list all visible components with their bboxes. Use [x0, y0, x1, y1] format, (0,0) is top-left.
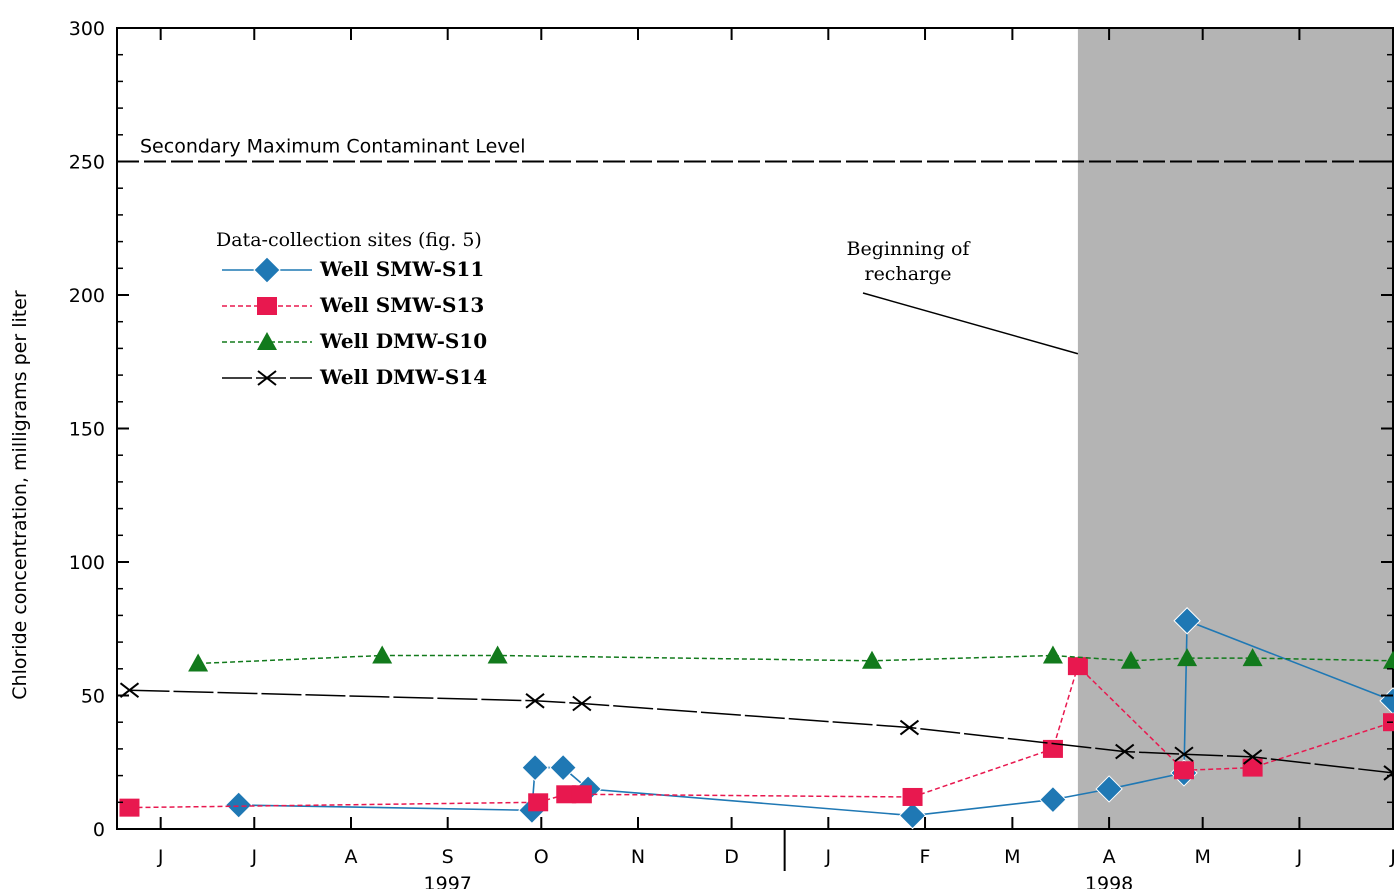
series-3 — [119, 682, 1394, 781]
year-label: 1998 — [1085, 873, 1133, 889]
legend-entry: Well DMW-S10 — [319, 329, 487, 353]
legend-marker — [257, 332, 277, 350]
legend-entry: Well SMW-S11 — [319, 257, 484, 281]
y-tick-label: 100 — [69, 552, 105, 574]
x-tick-label: J — [1296, 846, 1303, 868]
data-point — [1067, 657, 1088, 676]
y-tick-label: 150 — [69, 419, 105, 441]
y-tick-label: 300 — [69, 18, 105, 40]
x-tick-label: M — [1004, 846, 1020, 868]
y-tick-label: 50 — [81, 686, 105, 708]
legend-marker — [257, 370, 277, 386]
data-point — [1095, 775, 1123, 803]
data-point — [1383, 765, 1394, 781]
data-point — [549, 753, 577, 782]
data-point — [525, 693, 545, 709]
x-tick-label: J — [157, 846, 164, 868]
data-point — [1120, 650, 1141, 669]
series-line — [129, 664, 1394, 809]
y-tick-label: 200 — [69, 285, 105, 307]
series-line — [198, 654, 1394, 665]
data-point — [1174, 746, 1194, 763]
x-tick-label: J — [250, 846, 257, 868]
data-point — [1042, 645, 1063, 664]
data-point — [898, 801, 927, 830]
series-line — [129, 689, 1394, 774]
annotation-text: Beginning of — [847, 238, 972, 260]
data-point — [188, 653, 209, 672]
data-point — [572, 695, 592, 712]
data-point — [1242, 648, 1263, 667]
data-point — [1173, 761, 1194, 780]
y-tick-label: 0 — [93, 819, 105, 841]
x-tick-label: A — [1103, 846, 1116, 868]
data-point — [1173, 607, 1201, 635]
data-point — [1115, 743, 1135, 760]
data-point — [1039, 785, 1067, 814]
data-point — [521, 753, 549, 782]
data-point — [224, 791, 253, 819]
recharge-period-shading — [1077, 28, 1393, 829]
legend-title: Data-collection sites (fig. 5) — [216, 229, 482, 251]
x-tick-label: S — [442, 846, 454, 868]
y-axis-label: Chloride concentration, milligrams per l… — [9, 290, 31, 700]
data-point — [1242, 758, 1263, 777]
x-tick-label: A — [344, 846, 357, 868]
x-tick-label: F — [920, 846, 931, 868]
x-tick-label: M — [1194, 846, 1210, 868]
data-point — [556, 785, 577, 804]
data-point — [372, 645, 393, 664]
data-point — [1242, 749, 1263, 765]
legend-marker — [253, 256, 281, 284]
data-point — [1383, 650, 1394, 669]
data-point — [902, 787, 923, 806]
data-point — [571, 785, 592, 804]
data-point — [1177, 648, 1198, 667]
x-tick-label: J — [825, 846, 832, 868]
x-tick-label: D — [724, 846, 739, 868]
legend-entry: Well SMW-S13 — [319, 293, 484, 317]
year-label: 1997 — [424, 873, 472, 889]
reference-line-label: Secondary Maximum Contaminant Level — [140, 136, 526, 158]
data-point — [119, 798, 140, 817]
x-tick-label: O — [534, 846, 549, 868]
x-tick-label: N — [631, 846, 645, 868]
annotation-text: recharge — [864, 263, 951, 285]
annotation-leader — [862, 292, 1079, 355]
y-tick-label: 250 — [69, 152, 105, 174]
legend-marker — [257, 297, 277, 315]
data-point — [528, 793, 549, 812]
data-point — [899, 719, 920, 736]
legend-entry: Well DMW-S14 — [319, 365, 487, 389]
x-tick-label: J — [1389, 846, 1394, 868]
data-point — [487, 645, 508, 664]
data-point — [861, 650, 882, 669]
series-2 — [188, 645, 1394, 672]
